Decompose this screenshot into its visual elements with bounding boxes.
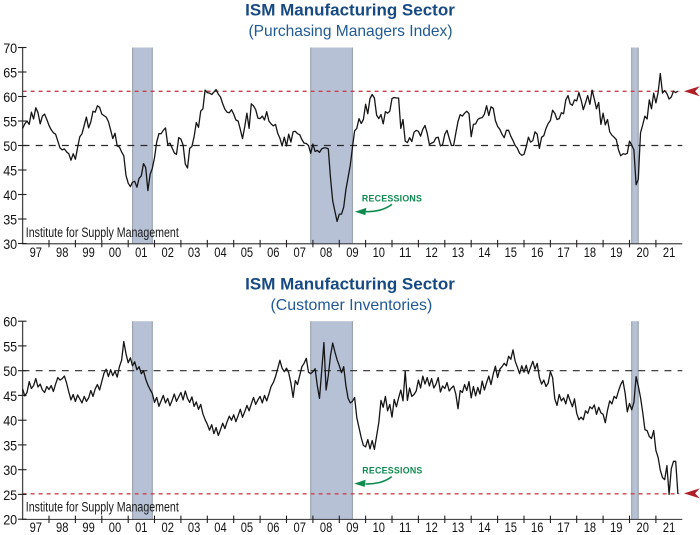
svg-text:14: 14 — [478, 520, 491, 535]
svg-text:10: 10 — [373, 245, 385, 260]
svg-text:00: 00 — [109, 520, 121, 535]
svg-text:20: 20 — [3, 513, 17, 528]
svg-text:ISM Manufacturing Sector: ISM Manufacturing Sector — [245, 0, 455, 19]
svg-text:16: 16 — [531, 520, 543, 535]
svg-text:45: 45 — [3, 389, 17, 404]
svg-text:99: 99 — [82, 520, 94, 535]
svg-text:30: 30 — [3, 237, 17, 252]
svg-text:20: 20 — [637, 245, 649, 260]
svg-text:06: 06 — [267, 520, 279, 535]
svg-text:19: 19 — [610, 245, 622, 260]
svg-text:Institute for Supply Managemen: Institute for Supply Management — [26, 500, 179, 515]
svg-text:19: 19 — [610, 520, 622, 535]
svg-text:55: 55 — [3, 339, 17, 354]
svg-text:09: 09 — [346, 245, 358, 260]
svg-text:21: 21 — [663, 245, 675, 260]
svg-text:18: 18 — [584, 245, 596, 260]
svg-text:10: 10 — [373, 520, 385, 535]
svg-text:98: 98 — [56, 520, 68, 535]
svg-text:13: 13 — [452, 520, 464, 535]
svg-text:12: 12 — [425, 245, 437, 260]
svg-text:04: 04 — [214, 245, 227, 260]
svg-text:07: 07 — [294, 245, 306, 260]
svg-text:21: 21 — [663, 520, 675, 535]
svg-text:60: 60 — [3, 315, 17, 330]
svg-text:98: 98 — [56, 245, 68, 260]
svg-text:02: 02 — [162, 245, 174, 260]
svg-text:18: 18 — [584, 520, 596, 535]
svg-text:02: 02 — [162, 520, 174, 535]
svg-text:20: 20 — [637, 520, 649, 535]
svg-text:50: 50 — [3, 364, 17, 379]
svg-text:14: 14 — [478, 245, 491, 260]
svg-text:RECESSIONS: RECESSIONS — [362, 465, 422, 475]
svg-text:17: 17 — [557, 520, 569, 535]
svg-text:Institute for Supply Managemen: Institute for Supply Management — [26, 225, 179, 240]
svg-text:RECESSIONS: RECESSIONS — [362, 194, 422, 204]
svg-text:05: 05 — [241, 520, 253, 535]
svg-text:17: 17 — [557, 245, 569, 260]
svg-text:03: 03 — [188, 245, 200, 260]
svg-text:04: 04 — [214, 520, 227, 535]
svg-text:15: 15 — [505, 520, 517, 535]
svg-text:35: 35 — [3, 438, 17, 453]
svg-text:09: 09 — [346, 520, 358, 535]
svg-text:11: 11 — [399, 520, 411, 535]
svg-text:50: 50 — [3, 139, 17, 154]
svg-text:01: 01 — [135, 245, 147, 260]
svg-text:06: 06 — [267, 245, 279, 260]
svg-text:(Customer Inventories): (Customer Inventories) — [271, 297, 433, 314]
svg-text:01: 01 — [135, 520, 147, 535]
svg-text:00: 00 — [109, 245, 121, 260]
svg-text:99: 99 — [82, 245, 94, 260]
svg-text:70: 70 — [3, 41, 17, 56]
svg-text:(Purchasing Managers Index): (Purchasing Managers Index) — [249, 23, 453, 40]
svg-text:ISM Manufacturing Sector: ISM Manufacturing Sector — [245, 274, 455, 293]
svg-text:08: 08 — [320, 520, 332, 535]
svg-text:65: 65 — [3, 65, 17, 80]
svg-text:45: 45 — [3, 163, 17, 178]
svg-text:07: 07 — [294, 520, 306, 535]
svg-text:35: 35 — [3, 212, 17, 227]
svg-text:11: 11 — [399, 245, 411, 260]
svg-text:97: 97 — [30, 520, 42, 535]
svg-text:40: 40 — [3, 188, 17, 203]
svg-text:60: 60 — [3, 90, 17, 105]
svg-text:97: 97 — [30, 245, 42, 260]
svg-text:55: 55 — [3, 114, 17, 129]
svg-text:30: 30 — [3, 463, 17, 478]
svg-text:40: 40 — [3, 414, 17, 429]
svg-text:25: 25 — [3, 488, 17, 503]
svg-text:16: 16 — [531, 245, 543, 260]
svg-text:15: 15 — [505, 245, 517, 260]
svg-text:12: 12 — [425, 520, 437, 535]
svg-text:03: 03 — [188, 520, 200, 535]
svg-text:05: 05 — [241, 245, 253, 260]
svg-text:13: 13 — [452, 245, 464, 260]
svg-text:08: 08 — [320, 245, 332, 260]
